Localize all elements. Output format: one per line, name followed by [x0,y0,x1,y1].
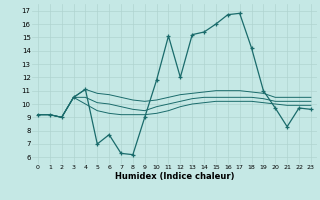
X-axis label: Humidex (Indice chaleur): Humidex (Indice chaleur) [115,172,234,181]
